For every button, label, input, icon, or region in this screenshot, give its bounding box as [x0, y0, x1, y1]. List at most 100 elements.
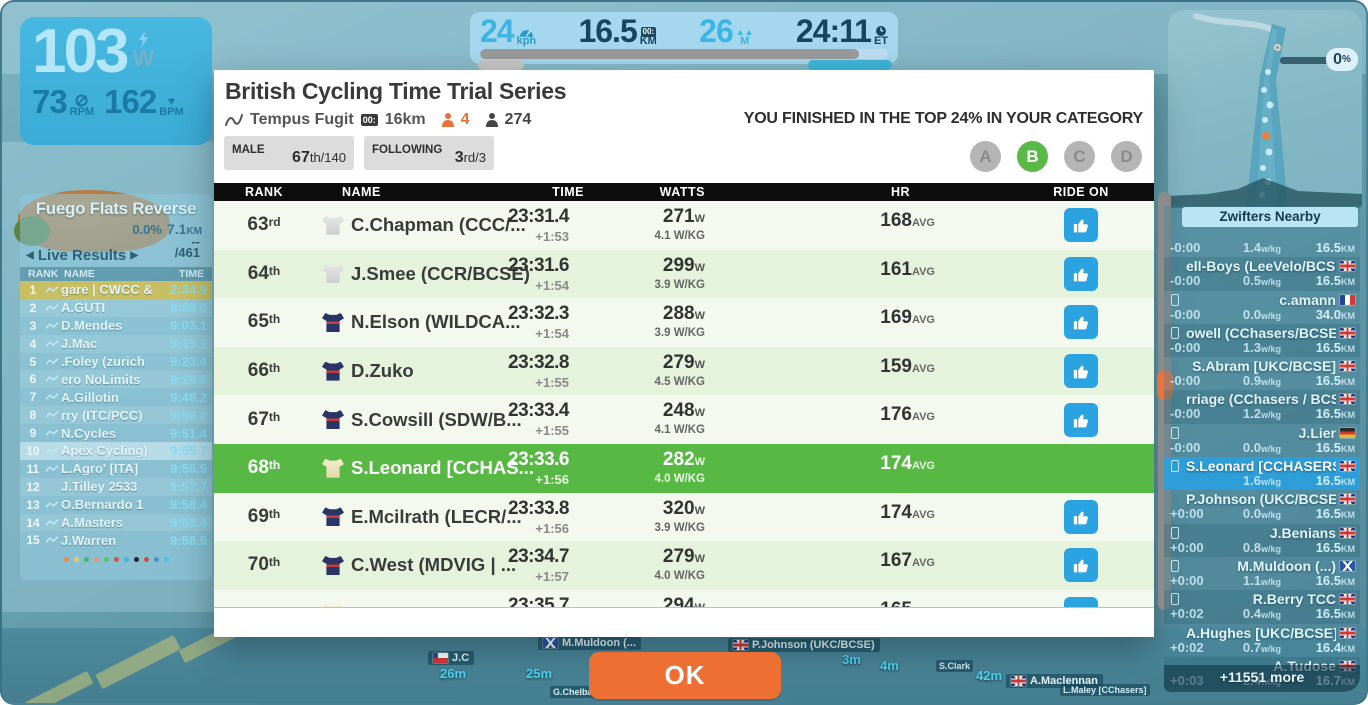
segment-row: 13 O.Bernardo 1 9:58.4	[20, 496, 212, 514]
nearby-rider-row[interactable]: M.Muldoon (...) +0:00 1.1w/kg 16.5KM	[1164, 557, 1360, 590]
page-dot[interactable]	[83, 557, 89, 562]
rider-time-cell: 23:33.4 +1:55	[439, 400, 569, 438]
wkg-unit: w/kg	[1260, 576, 1281, 587]
trend-icon	[46, 339, 59, 347]
tab-rank: 67	[292, 149, 310, 166]
page-dot[interactable]	[163, 557, 169, 562]
segment-time: 9:58.4	[170, 497, 207, 513]
rider-name-cell: C.Chapman (CCC/...	[322, 201, 562, 250]
gradient-dot-icon	[1274, 44, 1281, 51]
page-dot[interactable]	[103, 557, 109, 562]
tab-following[interactable]: FOLLOWING 3rd/3	[364, 136, 494, 170]
hr-avg-label: AVG	[911, 217, 935, 229]
heart-icon: ♥	[167, 94, 176, 108]
results-scrollbar-track[interactable]	[1156, 192, 1173, 610]
hr-avg-label: AVG	[912, 606, 935, 607]
nearby-rider-row[interactable]: ell-Boys (LeeVelo/BCSE) -0:00 0.5w/kg 16…	[1164, 257, 1360, 291]
page-dot[interactable]	[143, 557, 149, 562]
segment-time: 9:23.4	[170, 354, 207, 369]
distance-unit: KM	[1341, 244, 1355, 254]
ride-on-button[interactable]	[1064, 548, 1098, 583]
ride-on-button[interactable]	[1064, 597, 1098, 607]
wkg-unit: W/KG	[673, 375, 705, 388]
wkg-value: 0.0	[1242, 439, 1261, 455]
nearby-rider-row[interactable]: P.Johnson (UKC/BCSE) +0:00 0.0w/kg 16.5K…	[1164, 490, 1360, 523]
nearby-rider-row[interactable]: A.Hughes [UKC/BCSE] +0:02 0.7w/kg 16.4KM	[1164, 624, 1360, 657]
page-dot[interactable]	[123, 557, 129, 562]
page-dot[interactable]	[113, 557, 119, 562]
page-dot[interactable]	[153, 557, 159, 562]
ok-button[interactable]: OK	[589, 652, 781, 699]
segment-rank: 5	[29, 354, 37, 369]
nearby-rider-row[interactable]: J.Lier -0:00 0.0w/kg 16.5KM	[1164, 424, 1360, 457]
segment-time: 9:58.4	[170, 515, 207, 531]
page-dot[interactable]	[133, 557, 139, 562]
tab-male[interactable]: MALE 67th/140	[224, 136, 354, 170]
rider-watts-cell: 294W W/KG	[575, 595, 705, 607]
watts-value: 320	[662, 497, 695, 519]
ride-on-button[interactable]	[1064, 305, 1098, 340]
thumbs-up-icon	[1073, 414, 1088, 428]
results-row: 23:35.7 294W W/KG 165AVG	[214, 589, 1154, 607]
rider-name-cell: D.Zuko	[322, 347, 562, 396]
companion-phone-icon	[1171, 293, 1179, 306]
rank-ordinal: th	[268, 409, 281, 424]
wkg-value: 0.5	[1242, 273, 1261, 289]
nearby-rider-row[interactable]: c.amann -0:00 0.0w/kg 34.0KM	[1164, 291, 1360, 324]
zwifters-nearby-panel: Zwifters Nearby -0:00 1.4w/kg 16.5KM	[1164, 206, 1360, 692]
page-dot[interactable]	[93, 557, 99, 562]
category-button[interactable]: A	[970, 141, 1001, 172]
segment-time: 9:56.9	[170, 461, 207, 477]
trend-icon	[46, 304, 59, 311]
rank-ordinal: th	[268, 263, 281, 278]
nearby-rider-row[interactable]: J.Benians +0:00 0.8w/kg 16.5KM	[1164, 523, 1360, 557]
segment-rider-name: N.Cycles	[61, 425, 116, 441]
segment-rank: 1	[29, 282, 37, 297]
rider-hr-cell: 161AVG	[805, 259, 935, 281]
trend-icon	[46, 286, 59, 293]
country-flag-icon	[1340, 294, 1355, 305]
rideon-cell	[1031, 347, 1131, 396]
nearby-rider-row[interactable]: owell (CChasers/BCSE) -0:00 1.3w/kg 16.5…	[1164, 323, 1360, 358]
event-distance: 16km	[384, 111, 426, 128]
chevron-right-icon[interactable]: ▶	[130, 250, 139, 261]
segment-rank: 7	[29, 390, 37, 405]
following-count: 4	[460, 111, 470, 128]
distance-unit: KM	[1341, 310, 1355, 321]
ride-on-button[interactable]	[1064, 402, 1098, 437]
hr-value: 168	[880, 210, 912, 231]
nearby-rider-row[interactable]: S.Leonard [CCHASERS] 1.6w/kg 16.5KM	[1164, 457, 1360, 491]
wkg-value: 4.0	[654, 570, 671, 583]
ride-on-button[interactable]	[1064, 499, 1098, 534]
rideon-cell	[1031, 298, 1131, 347]
nearby-rider-name: R.Berry TCC	[1252, 591, 1336, 608]
elevation-profile	[1168, 178, 1362, 208]
trend-icon	[46, 500, 59, 508]
chevron-left-icon[interactable]: ◀	[26, 250, 34, 261]
nearby-rider-row[interactable]: R.Berry TCC +0:02 0.4w/kg 16.5KM	[1164, 590, 1360, 624]
nearby-rider-name: J.Benians	[1269, 524, 1336, 541]
rider-name: E.Mcilrath (LECR/...	[351, 505, 522, 527]
ride-on-button[interactable]	[1064, 354, 1098, 389]
segment-time: 9:48.2	[170, 389, 207, 405]
ride-on-button[interactable]	[1064, 256, 1098, 291]
nearby-rider-row[interactable]: S.Abram [UKC/BCSE] -0:00 0.9w/kg 16.5KM	[1164, 357, 1360, 390]
segment-rank: 6	[29, 372, 37, 387]
ride-on-button[interactable]	[1064, 208, 1098, 243]
wkg-value: 1.2	[1242, 406, 1261, 422]
rider-time-cell: 23:32.3 +1:54	[439, 303, 569, 341]
elevation-unit: M	[740, 35, 750, 47]
category-button[interactable]: D	[1111, 141, 1142, 172]
category-button[interactable]: C	[1064, 141, 1095, 172]
rider-distance: 3m	[842, 652, 861, 667]
page-dot[interactable]	[73, 557, 79, 562]
wkg-value: 0.7	[1242, 639, 1261, 655]
category-button[interactable]: B	[1017, 141, 1048, 172]
hr-value: 165	[880, 599, 912, 607]
page-dot[interactable]	[63, 557, 69, 562]
nearby-rider-row[interactable]: rriage (CChasers / BCSE) -0:00 1.2w/kg 1…	[1164, 390, 1360, 424]
live-results-toggle[interactable]: ◀ Live Results ▶	[26, 247, 138, 264]
finish-message: YOU FINISHED IN THE TOP 24% IN YOUR CATE…	[743, 110, 1143, 127]
nearby-rider-row[interactable]: -0:00 1.4w/kg 16.5KM	[1164, 224, 1360, 257]
results-scrollbar-thumb[interactable]	[1156, 370, 1173, 400]
